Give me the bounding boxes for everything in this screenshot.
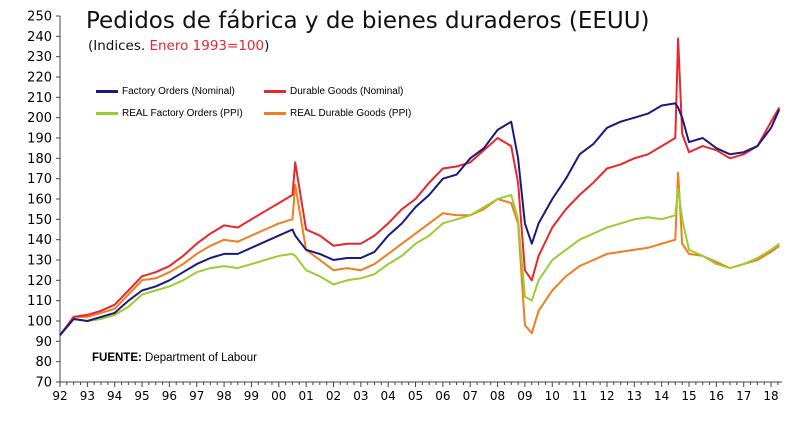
x-tick-label: 96 (162, 389, 177, 403)
legend-item-durable-nominal: Durable Goods (Nominal) (264, 86, 403, 97)
source-text: Department of Labour (145, 352, 257, 364)
y-tick-label: 80 (35, 355, 52, 370)
y-tick-label: 90 (35, 335, 52, 350)
legend-swatch (264, 90, 286, 93)
legend-swatch (264, 112, 286, 115)
series-line-durable-nominal (59, 37, 781, 336)
series-group (59, 37, 781, 336)
x-tick-label: 17 (736, 389, 751, 403)
subtitle-prefix: (Indices. (88, 38, 150, 54)
legend-item-real-factory: REAL Factory Orders (PPI) (96, 108, 243, 119)
x-tick-label: 94 (107, 389, 122, 403)
x-tick-label: 18 (763, 389, 778, 403)
legend-label: Factory Orders (Nominal) (122, 86, 235, 97)
source-label: FUENTE: (92, 352, 142, 364)
x-tick-label: 99 (244, 389, 259, 403)
legend-item-factory-nominal: Factory Orders (Nominal) (96, 86, 235, 97)
x-axis: 92 93 94 95 96 97 98 99 00 01 02 03 04 05 06 07 08 09 10 11… (52, 381, 782, 403)
subtitle-highlight: Enero 1993=100 (149, 38, 265, 54)
x-tick-label: 92 (52, 389, 67, 403)
x-tick-label: 93 (80, 389, 95, 403)
y-tick-label: 160 (27, 193, 52, 208)
x-tick-label: 14 (654, 389, 669, 403)
y-tick-label: 240 (27, 30, 52, 45)
x-tick-label: 03 (353, 389, 368, 403)
x-tick-label: 01 (298, 389, 313, 403)
chart-subtitle: (Indices. Enero 1993=100) (88, 38, 269, 54)
x-tick-label: 13 (627, 389, 642, 403)
y-tick-label: 100 (27, 315, 52, 330)
legend-item-real-durable: REAL Durable Goods (PPI) (264, 108, 411, 119)
x-tick-label: 12 (599, 389, 614, 403)
x-tick-label: 04 (381, 389, 396, 403)
x-tick-label: 05 (408, 389, 423, 403)
legend: Factory Orders (Nominal) Durable Goods (… (96, 86, 446, 126)
x-tick-label: 00 (271, 389, 286, 403)
series-line-real-durable (59, 171, 780, 336)
legend-swatch (96, 90, 118, 93)
y-tick-label: 220 (27, 71, 52, 86)
series-line-factory-nominal (59, 102, 781, 336)
y-tick-label: 230 (27, 50, 52, 65)
x-tick-label: 16 (709, 389, 724, 403)
x-tick-label: 15 (681, 389, 696, 403)
source-note: FUENTE: Department of Labour (92, 352, 257, 364)
chart-title: Pedidos de fábrica y de bienes duraderos… (86, 8, 650, 34)
y-tick-label: 250 (27, 10, 52, 25)
subtitle-suffix: ) (264, 38, 270, 54)
y-tick-label: 170 (27, 172, 52, 187)
x-tick-label: 06 (435, 389, 450, 403)
y-tick-label: 120 (27, 274, 52, 289)
x-tick-label: 11 (572, 389, 587, 403)
series-line-real-factory (59, 187, 780, 336)
legend-label: REAL Durable Goods (PPI) (290, 108, 412, 119)
x-tick-label: 08 (490, 389, 505, 403)
x-tick-label: 09 (517, 389, 532, 403)
y-tick-label: 200 (27, 111, 52, 126)
y-tick-label: 190 (27, 132, 52, 147)
legend-label: REAL Factory Orders (PPI) (122, 108, 243, 119)
x-tick-label: 10 (545, 389, 560, 403)
y-tick-label: 140 (27, 233, 52, 248)
x-tick-label: 98 (216, 389, 231, 403)
y-tick-label: 130 (27, 254, 52, 269)
x-tick-label: 02 (326, 389, 341, 403)
x-tick-label: 07 (463, 389, 478, 403)
legend-label: Durable Goods (Nominal) (290, 86, 404, 97)
y-tick-label: 110 (27, 294, 52, 309)
y-tick-label: 210 (27, 91, 52, 106)
x-tick-label: 97 (189, 389, 204, 403)
y-tick-label: 150 (27, 213, 52, 228)
x-tick-label: 95 (134, 389, 149, 403)
y-tick-label: 180 (27, 152, 52, 167)
legend-swatch (96, 112, 118, 115)
y-tick-label: 70 (35, 376, 52, 391)
y-axis: 70 80 90 100 110 120 130 140 150 160 170 180 190 200 2… (27, 10, 61, 391)
